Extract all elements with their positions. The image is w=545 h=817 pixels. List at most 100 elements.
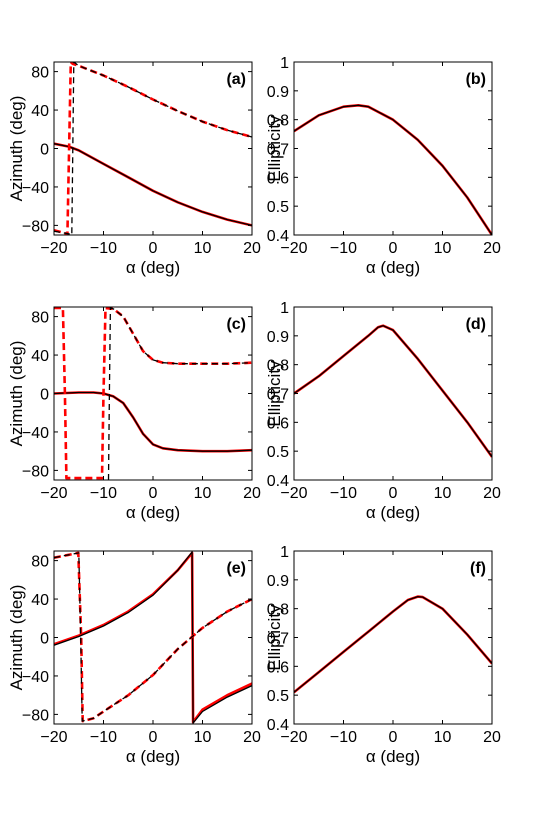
solid-series-line xyxy=(294,595,492,693)
y-tick-label: 40 xyxy=(31,103,49,120)
x-tick-label: 10 xyxy=(194,729,212,746)
y-tick-label: −80 xyxy=(22,707,49,724)
x-tick-label: 20 xyxy=(243,485,261,502)
x-tick-label: −20 xyxy=(280,485,307,502)
y-tick-label: 0.9 xyxy=(267,84,289,101)
series-group xyxy=(54,62,252,235)
y-tick-label: 0.5 xyxy=(267,688,289,705)
chart-panel: −20 −10 0 10 20 −80 −40 0 40 80 α (deg) Azimuth (de… xyxy=(7,306,261,522)
x-tick-label: −20 xyxy=(280,729,307,746)
y-tick-label: 0.8 xyxy=(267,113,289,130)
y-tick-label: 0.7 xyxy=(267,631,289,648)
y-tick-label: 0.4 xyxy=(267,228,289,245)
solid-series-line xyxy=(54,391,252,453)
x-tick-label: −20 xyxy=(40,729,67,746)
dashed-series-line xyxy=(54,551,252,723)
dashed-series-line xyxy=(107,307,252,480)
x-axis-label: α (deg) xyxy=(126,258,180,277)
x-tick-label: −10 xyxy=(90,485,117,502)
series-group xyxy=(54,551,252,724)
x-tick-label: 20 xyxy=(243,729,261,746)
y-tick-label: −40 xyxy=(22,425,49,442)
y-tick-label: 0.6 xyxy=(267,170,289,187)
solid-series-line xyxy=(54,551,252,724)
series-group xyxy=(54,307,252,480)
y-tick-label: 0 xyxy=(40,387,49,404)
panel-label: (f) xyxy=(470,560,486,577)
chart-panel: −20 −10 0 10 20 0.4 0.5 0.6 0.7 0.8 0.9 1 α (deg) Ell… xyxy=(265,55,501,277)
y-axis-label: Ellipticity xyxy=(265,604,284,671)
panel-label: (e) xyxy=(226,560,246,577)
y-tick-label: 0.7 xyxy=(267,387,289,404)
solid-series-line xyxy=(54,143,252,227)
y-tick-label: −80 xyxy=(22,463,49,480)
panel-label: (d) xyxy=(466,316,486,333)
y-tick-label: 0.4 xyxy=(267,717,289,734)
x-tick-label: 20 xyxy=(483,729,501,746)
axes-box xyxy=(293,61,493,236)
y-axis-label: Ellipticity xyxy=(265,115,284,182)
y-tick-label: 0 xyxy=(40,631,49,648)
y-axis-label: Azimuth (deg) xyxy=(7,96,26,202)
y-tick-label: 40 xyxy=(31,592,49,609)
x-tick-label: 0 xyxy=(149,485,158,502)
y-tick-label: 0.5 xyxy=(267,444,289,461)
solid-series-line xyxy=(294,325,492,458)
x-tick-label: −10 xyxy=(330,485,357,502)
chart-panel: −20 −10 0 10 20 0.4 0.5 0.6 0.7 0.8 0.9 1 α (deg) Ell… xyxy=(265,300,501,522)
x-tick-label: −20 xyxy=(40,485,67,502)
x-tick-label: 0 xyxy=(389,485,398,502)
y-tick-label: 1 xyxy=(280,300,289,317)
x-axis-label: α (deg) xyxy=(366,503,420,522)
y-tick-label: 0.8 xyxy=(267,358,289,375)
chart-panel: −20 −10 0 10 20 0.4 0.5 0.6 0.7 0.8 0.9 1 α (deg) Ell… xyxy=(265,544,501,766)
x-tick-label: −10 xyxy=(330,729,357,746)
y-tick-label: 80 xyxy=(31,310,49,327)
x-axis-label: α (deg) xyxy=(126,503,180,522)
x-axis-label: α (deg) xyxy=(126,747,180,766)
y-tick-label: 0.6 xyxy=(267,659,289,676)
x-tick-label: 0 xyxy=(149,729,158,746)
solid-series-line xyxy=(54,391,252,452)
solid-series-line xyxy=(294,104,492,235)
x-tick-label: −10 xyxy=(90,729,117,746)
axes-box xyxy=(293,550,493,725)
solid-series-line xyxy=(54,551,252,724)
y-tick-label: 0 xyxy=(40,142,49,159)
series-group xyxy=(294,324,492,458)
panel-label: (b) xyxy=(466,71,486,88)
dashed-series-line xyxy=(54,552,252,722)
y-tick-label: 0.9 xyxy=(267,573,289,590)
x-tick-label: 20 xyxy=(243,240,261,257)
y-tick-label: 0.6 xyxy=(267,415,289,432)
y-tick-label: −40 xyxy=(22,669,49,686)
solid-series-line xyxy=(294,324,492,458)
y-axis-label: Azimuth (deg) xyxy=(7,585,26,691)
axes-box xyxy=(293,306,493,481)
x-tick-label: −20 xyxy=(280,240,307,257)
x-tick-label: 10 xyxy=(194,485,212,502)
x-tick-label: 0 xyxy=(389,240,398,257)
solid-series-line xyxy=(54,142,252,227)
y-tick-label: 0.4 xyxy=(267,473,289,490)
x-tick-label: −10 xyxy=(90,240,117,257)
y-tick-label: 80 xyxy=(31,554,49,571)
y-tick-label: 80 xyxy=(31,65,49,82)
x-tick-label: 10 xyxy=(194,240,212,257)
y-tick-label: 1 xyxy=(280,55,289,72)
panel-label: (a) xyxy=(226,71,246,88)
x-tick-label: 0 xyxy=(149,240,158,257)
x-tick-label: 10 xyxy=(434,240,452,257)
x-tick-label: −20 xyxy=(40,240,67,257)
series-group xyxy=(294,595,492,694)
x-tick-label: −10 xyxy=(330,240,357,257)
y-axis-label: Ellipticity xyxy=(265,360,284,427)
y-tick-label: 0.9 xyxy=(267,329,289,346)
chart-panel: −20 −10 0 10 20 −80 −40 0 40 80 α (deg) Azimuth (de… xyxy=(7,550,261,766)
x-tick-label: 10 xyxy=(434,485,452,502)
x-tick-label: 0 xyxy=(389,729,398,746)
dashed-series-line xyxy=(54,62,252,235)
x-tick-label: 20 xyxy=(483,240,501,257)
panel-label: (c) xyxy=(226,316,246,333)
